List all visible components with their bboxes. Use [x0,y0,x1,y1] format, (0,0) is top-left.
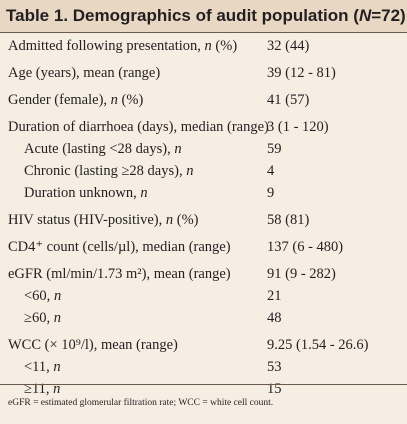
table-row: Duration unknown, n 9 [0,182,407,204]
row-label: HIV status (HIV-positive), n (%) [8,212,199,228]
table-title: Table 1. Demographics of audit populatio… [0,0,407,33]
table-body: Admitted following presentation, n (%) 3… [0,33,407,400]
row-value: 15 [267,381,282,397]
row-value: 39 (12 - 81) [267,65,336,81]
row-label: Age (years), mean (range) [8,65,161,81]
table-row: Gender (female), n (%) 41 (57) [0,89,407,111]
row-label: ≥60, n [24,310,61,326]
row-value: 3 (1 - 120) [267,119,329,135]
row-value: 41 (57) [267,92,310,108]
table-row: CD4⁺ count (cells/µl), median (range) 13… [0,236,407,258]
table-row: HIV status (HIV-positive), n (%) 58 (81) [0,209,407,231]
row-label: <11, n [24,359,61,375]
table-row: <60, n 21 [0,285,407,307]
row-value: 9.25 (1.54 - 26.6) [267,337,369,353]
row-label: Acute (lasting <28 days), n [24,141,182,157]
row-label: Duration unknown, n [24,185,148,201]
table-title-n: N [358,6,372,25]
row-value: 137 (6 - 480) [267,239,344,255]
row-value: 59 [267,141,282,157]
row-value: 21 [267,288,282,304]
table-title-suffix: =72) [371,6,406,25]
row-label: ≥11, n [24,381,61,397]
table-divider [0,384,407,385]
row-label: Gender (female), n (%) [8,92,144,108]
table-row: Acute (lasting <28 days), n 59 [0,138,407,160]
row-label: CD4⁺ count (cells/µl), median (range) [8,239,231,255]
row-label: Duration of diarrhoea (days), median (ra… [8,119,269,135]
table-row: eGFR (ml/min/1.73 m²), mean (range) 91 (… [0,263,407,285]
table-row: Chronic (lasting ≥28 days), n 4 [0,160,407,182]
table-row: Age (years), mean (range) 39 (12 - 81) [0,62,407,84]
table-row: ≥11, n 15 [0,378,407,400]
row-label: Chronic (lasting ≥28 days), n [24,163,194,179]
table-row: Duration of diarrhoea (days), median (ra… [0,116,407,138]
row-label: <60, n [24,288,62,304]
row-value: 53 [267,359,282,375]
table-row: WCC (× 10⁹/l), mean (range) 9.25 (1.54 -… [0,334,407,356]
row-value: 4 [267,163,275,179]
table-title-prefix: Table 1. Demographics of audit populatio… [6,6,359,25]
row-label: eGFR (ml/min/1.73 m²), mean (range) [8,266,231,282]
table-footnote: eGFR = estimated glomerular filtration r… [8,398,274,408]
row-value: 58 (81) [267,212,310,228]
row-label: Admitted following presentation, n (%) [8,38,238,54]
row-value: 9 [267,185,275,201]
row-value: 91 (9 - 282) [267,266,336,282]
row-label: WCC (× 10⁹/l), mean (range) [8,337,178,353]
table-row: Admitted following presentation, n (%) 3… [0,35,407,57]
row-value: 32 (44) [267,38,310,54]
table-row: ≥60, n 48 [0,307,407,329]
row-value: 48 [267,310,282,326]
table-row: <11, n 53 [0,356,407,378]
